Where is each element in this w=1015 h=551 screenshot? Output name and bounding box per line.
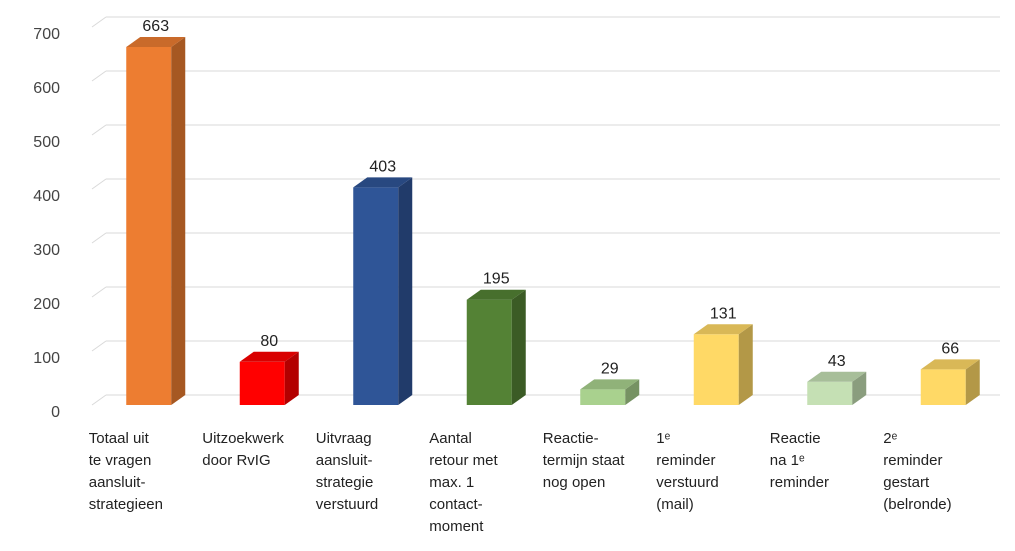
bar-top bbox=[807, 371, 867, 382]
y-tick-label: 700 bbox=[33, 26, 60, 43]
bar bbox=[807, 371, 867, 405]
x-tick-label: 1ᵉ bbox=[656, 430, 670, 447]
x-tick-label: Totaal uit bbox=[89, 430, 150, 447]
grid-line-side bbox=[91, 232, 107, 244]
bar-front bbox=[466, 299, 512, 405]
x-tick-label: nog open bbox=[543, 474, 606, 491]
bar bbox=[466, 289, 526, 405]
bar-top bbox=[920, 359, 980, 370]
bar-top bbox=[353, 177, 413, 188]
bar-top bbox=[466, 289, 526, 300]
bar-side bbox=[511, 289, 526, 405]
bar-front bbox=[580, 389, 626, 405]
grid-line-side bbox=[91, 178, 107, 190]
bar-top bbox=[126, 36, 186, 47]
grid-line-side bbox=[91, 394, 107, 406]
x-tick-label: na 1ᵉ bbox=[770, 452, 805, 469]
x-tick-label: Reactie- bbox=[543, 430, 599, 447]
x-tick-label: termijn staat bbox=[543, 452, 626, 469]
bar-front bbox=[239, 361, 285, 405]
bar-side bbox=[965, 359, 980, 405]
x-tick-label: contact- bbox=[429, 496, 482, 513]
bar-top bbox=[580, 379, 640, 390]
grid-line-side bbox=[91, 16, 107, 28]
x-tick-label: verstuurd bbox=[316, 496, 379, 513]
x-tick-label: reminder bbox=[883, 452, 942, 469]
x-tick-label: aansluit- bbox=[316, 452, 373, 469]
bar-side bbox=[398, 177, 413, 405]
x-tick-label: moment bbox=[429, 518, 484, 535]
bar bbox=[126, 36, 186, 405]
y-tick-label: 400 bbox=[33, 188, 60, 205]
x-tick-label: strategie bbox=[316, 474, 374, 491]
x-tick-label: strategieen bbox=[89, 496, 163, 513]
bar-side bbox=[738, 324, 753, 405]
bar-side bbox=[284, 351, 299, 405]
x-tick-label: max. 1 bbox=[429, 474, 474, 491]
x-tick-label: Uitvraag bbox=[316, 430, 372, 447]
bar-side bbox=[171, 36, 186, 405]
bar-front bbox=[807, 381, 853, 405]
y-tick-label: 0 bbox=[51, 404, 60, 421]
x-tick-label: aansluit- bbox=[89, 474, 146, 491]
data-label: 66 bbox=[941, 340, 959, 357]
x-tick-label: door RvIG bbox=[202, 452, 270, 469]
bar-top bbox=[693, 324, 753, 335]
x-tick-label: Aantal bbox=[429, 430, 472, 447]
x-tick-label: te vragen bbox=[89, 452, 152, 469]
x-tick-label: reminder bbox=[770, 474, 829, 491]
x-tick-label: reminder bbox=[656, 452, 715, 469]
x-tick-label: retour met bbox=[429, 452, 498, 469]
bar-front bbox=[920, 369, 966, 405]
data-label: 29 bbox=[601, 360, 619, 377]
x-tick-label: Uitzoekwerk bbox=[202, 430, 284, 447]
bar bbox=[920, 359, 980, 405]
data-label: 403 bbox=[369, 158, 396, 175]
data-label: 195 bbox=[483, 271, 510, 288]
x-tick-label: (belronde) bbox=[883, 496, 951, 513]
bar bbox=[580, 379, 640, 405]
bar-front bbox=[126, 46, 172, 405]
bar bbox=[353, 177, 413, 405]
y-tick-label: 500 bbox=[33, 134, 60, 151]
x-tick-label: 2ᵉ bbox=[883, 430, 897, 447]
data-label: 663 bbox=[142, 18, 169, 35]
grid-line-side bbox=[91, 70, 107, 82]
bar-top bbox=[239, 351, 299, 362]
bar bbox=[239, 351, 299, 405]
grid-line-side bbox=[91, 340, 107, 352]
x-tick-label: verstuurd bbox=[656, 474, 719, 491]
y-tick-label: 200 bbox=[33, 296, 60, 313]
bar-front bbox=[693, 334, 739, 405]
bar-side bbox=[852, 371, 867, 405]
grid-line-side bbox=[91, 286, 107, 298]
x-tick-label: gestart bbox=[883, 474, 930, 491]
y-tick-label: 300 bbox=[33, 242, 60, 259]
data-label: 80 bbox=[260, 333, 278, 350]
data-label: 43 bbox=[828, 353, 846, 370]
x-tick-label: (mail) bbox=[656, 496, 694, 513]
bar bbox=[693, 324, 753, 405]
y-tick-label: 100 bbox=[33, 350, 60, 367]
bar-side bbox=[625, 379, 640, 405]
grid-line-side bbox=[91, 124, 107, 136]
bar-front bbox=[353, 187, 399, 405]
y-tick-label: 600 bbox=[33, 80, 60, 97]
x-tick-label: Reactie bbox=[770, 430, 821, 447]
data-label: 131 bbox=[710, 305, 737, 322]
